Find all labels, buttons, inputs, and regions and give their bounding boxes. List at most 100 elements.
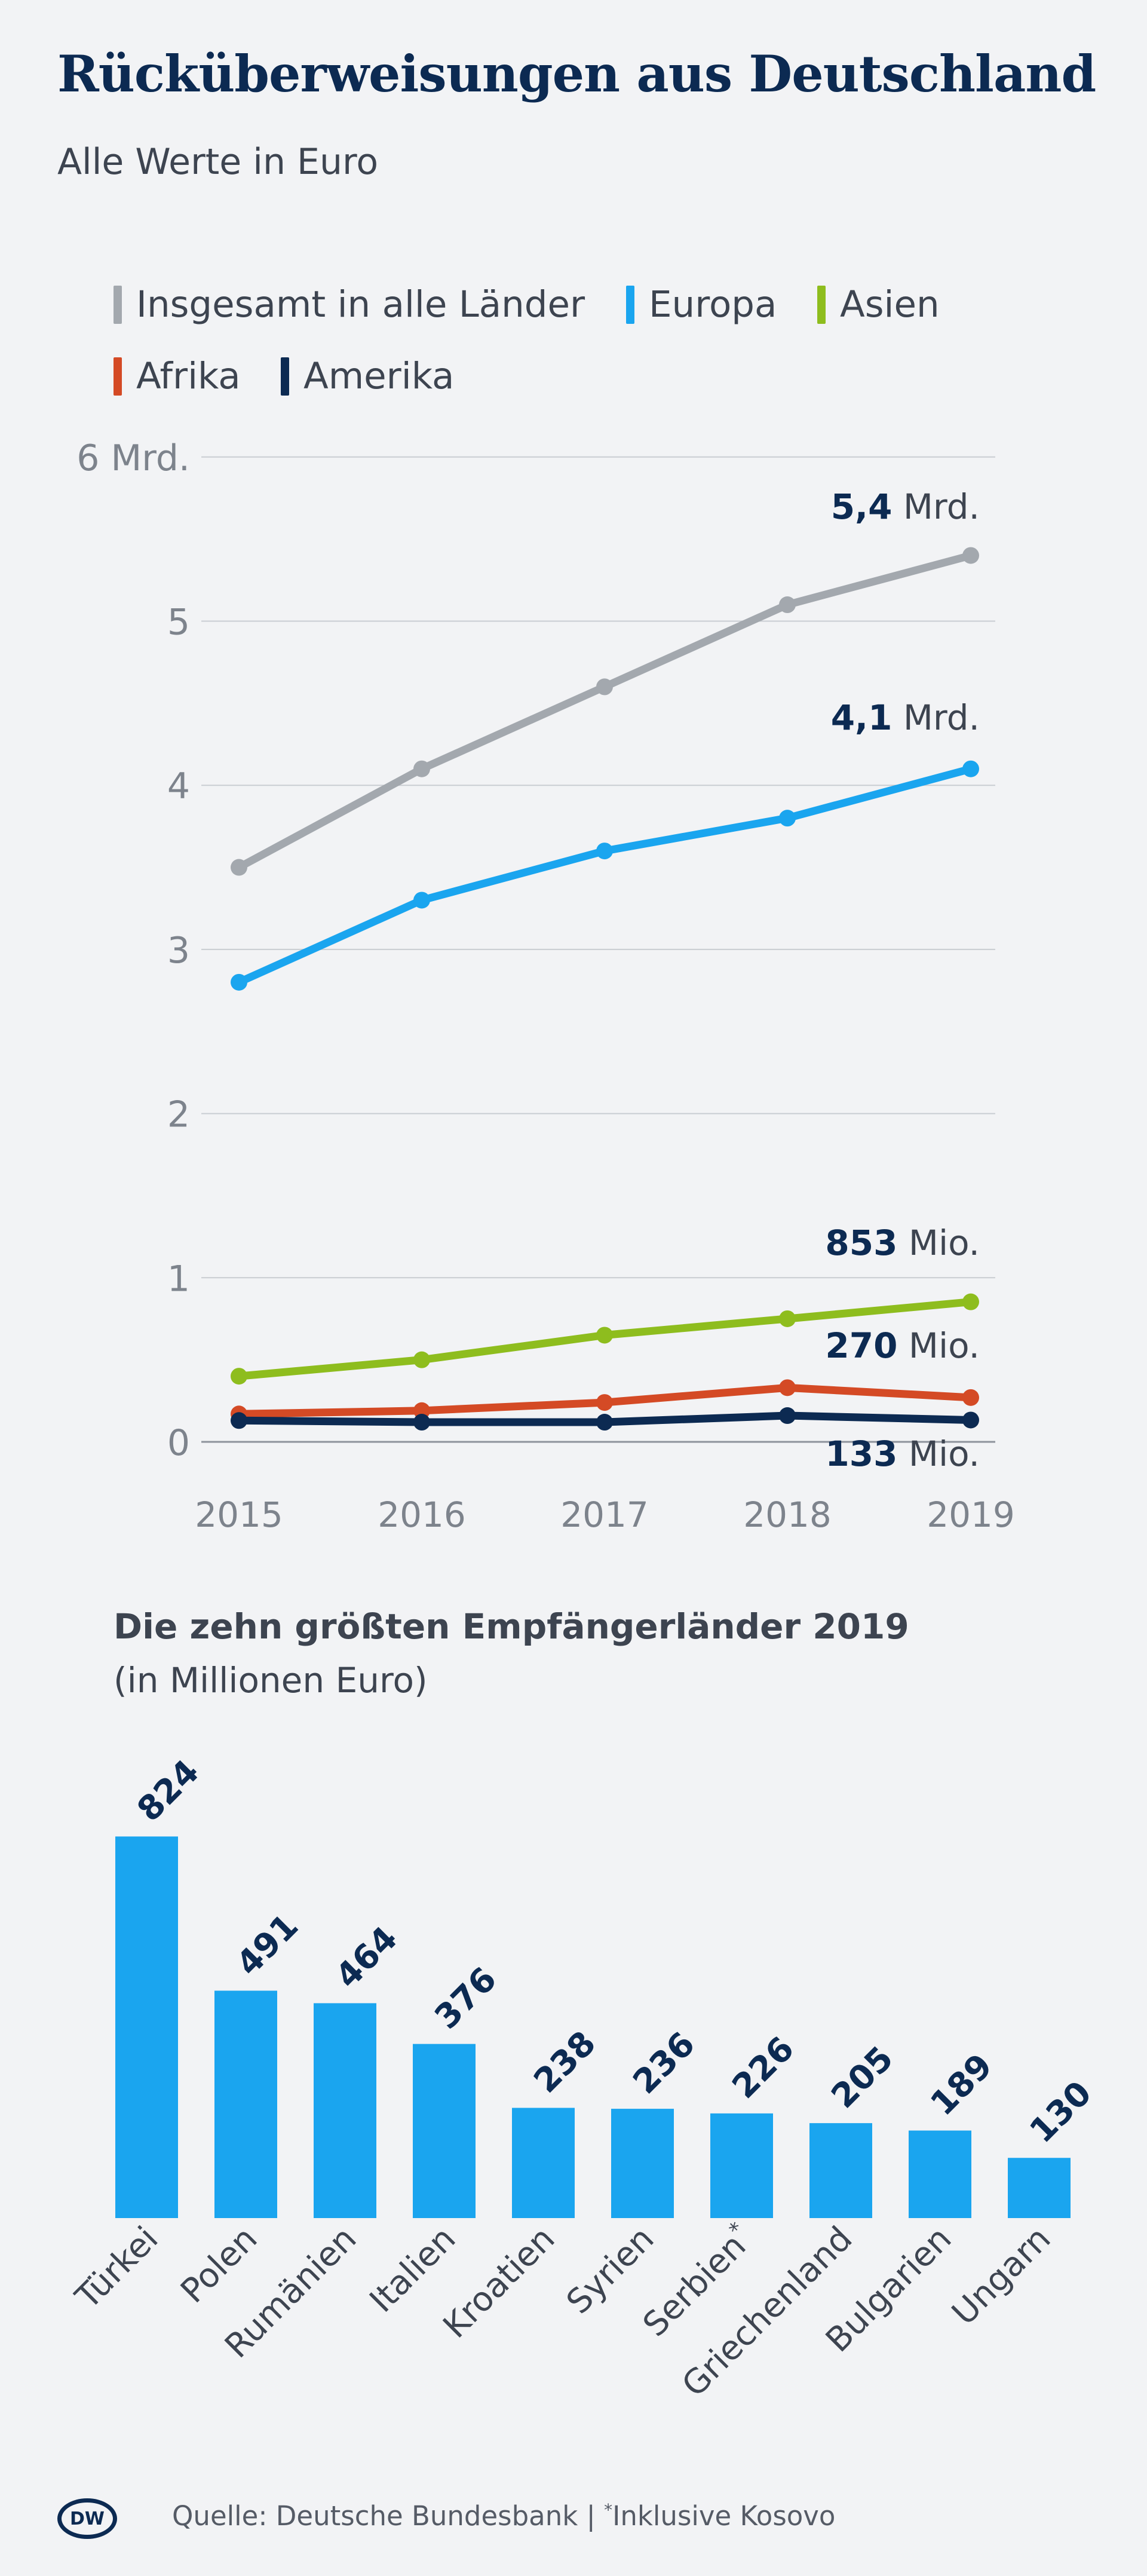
end-value-label: 853 Mio. xyxy=(825,1223,980,1263)
data-point xyxy=(596,843,613,860)
y-tick-label: 2 xyxy=(167,1094,190,1136)
bar-value-label: 491 xyxy=(229,1907,306,1984)
bar xyxy=(611,2109,674,2218)
data-point xyxy=(962,760,979,777)
legend-item-total: Insgesamt in alle Länder xyxy=(114,283,585,326)
end-value-unit: Mrd. xyxy=(892,697,980,738)
end-value-unit: Mio. xyxy=(898,1325,980,1366)
data-point xyxy=(779,1310,796,1327)
data-point xyxy=(962,1293,979,1310)
end-value-label: 4,1 Mrd. xyxy=(831,697,980,738)
bar xyxy=(115,1836,178,2218)
x-tick-label: 2016 xyxy=(378,1494,466,1535)
bar xyxy=(710,2113,773,2218)
data-point xyxy=(231,973,247,991)
end-value-unit: Mio. xyxy=(898,1434,980,1474)
data-point xyxy=(596,678,613,696)
bar-category-label: Italien xyxy=(363,2219,464,2320)
page-subtitle: Alle Werte in Euro xyxy=(57,141,379,183)
bar-value-label: 205 xyxy=(824,2039,901,2116)
bar xyxy=(512,2108,575,2218)
end-value-unit: Mio. xyxy=(898,1223,980,1263)
page-title: Rücküberweisungen aus Deutschland xyxy=(57,44,1096,103)
end-value-number: 4,1 xyxy=(831,697,893,738)
series-0: 5,4 Mrd. xyxy=(231,486,980,876)
data-point xyxy=(231,859,247,876)
series-line xyxy=(235,765,975,987)
bar-value-label: 824 xyxy=(130,1753,207,1830)
x-tick-label: 2015 xyxy=(195,1494,283,1535)
data-point xyxy=(779,1379,796,1396)
end-value-label: 5,4 Mrd. xyxy=(831,486,980,527)
bar-value-label: 238 xyxy=(526,2024,603,2101)
bar xyxy=(1008,2158,1071,2218)
data-point xyxy=(413,1351,430,1368)
data-point xyxy=(779,596,796,614)
source-prefix: Quelle: Deutsche Bundesbank | xyxy=(172,2500,605,2532)
bar-category-label: Kroatien xyxy=(436,2219,563,2346)
data-point xyxy=(779,1407,796,1425)
data-point xyxy=(596,1394,613,1411)
legend-label: Asien xyxy=(840,283,940,326)
bar-group-0: 824 Türkei xyxy=(68,1753,207,2317)
bar-value-label: 236 xyxy=(625,2024,703,2102)
data-point xyxy=(413,760,430,777)
legend-item-europe: Europa xyxy=(626,283,777,326)
data-point xyxy=(962,1411,979,1429)
end-value-unit: Mrd. xyxy=(892,486,980,527)
data-point xyxy=(413,1402,430,1419)
y-tick-label: 5 xyxy=(167,602,190,644)
data-point xyxy=(231,1368,247,1385)
x-tick-label: 2017 xyxy=(560,1494,649,1535)
y-tick-label: 3 xyxy=(167,930,190,972)
end-value-label: 270 Mio. xyxy=(825,1325,980,1366)
bar-value-label: 376 xyxy=(427,1960,504,2037)
legend-item-asia: Asien xyxy=(817,283,940,326)
legend-label: Afrika xyxy=(136,355,241,397)
category-footnote-mark: * xyxy=(725,2217,749,2241)
legend-item-africa: Afrika xyxy=(114,355,241,397)
legend-swatch xyxy=(114,357,122,396)
series-2: 853 Mio. xyxy=(231,1223,980,1385)
bar-category-label: Türkei xyxy=(68,2219,166,2317)
series-4: 133 Mio. xyxy=(231,1407,980,1474)
legend-label: Insgesamt in alle Länder xyxy=(136,283,585,326)
data-point xyxy=(596,1414,613,1431)
bar-group-1: 491 Polen xyxy=(173,1907,306,2311)
bar-chart-subtitle: (in Millionen Euro) xyxy=(114,1660,428,1701)
y-tick-label: 4 xyxy=(167,765,190,807)
data-point xyxy=(962,1389,979,1406)
source-text: Inklusive Kosovo xyxy=(612,2500,836,2532)
dw-logo: DW xyxy=(57,2498,117,2539)
end-value-number: 270 xyxy=(825,1325,897,1366)
source-mark: * xyxy=(604,2500,613,2520)
bar-group-7: 205 Griechenland xyxy=(674,2039,901,2405)
end-value-label: 133 Mio. xyxy=(825,1434,980,1474)
bar-category-label: Polen xyxy=(173,2219,265,2311)
logo-text: DW xyxy=(70,2508,105,2529)
data-point xyxy=(231,1412,247,1429)
legend-swatch xyxy=(817,285,826,324)
legend-item-america: Amerika xyxy=(281,355,454,397)
bar-value-label: 464 xyxy=(328,1919,405,1996)
bar-value-label: 130 xyxy=(1022,2074,1099,2151)
bar xyxy=(413,2044,476,2218)
bar-value-label: 189 xyxy=(923,2047,1000,2124)
end-value-number: 5,4 xyxy=(831,486,893,527)
legend-swatch xyxy=(114,285,122,324)
bar-group-3: 376 Italien xyxy=(363,1960,505,2320)
bar-value-label: 226 xyxy=(725,2029,802,2106)
bar-category-label: Griechenland xyxy=(674,2219,860,2405)
y-tick-label: 1 xyxy=(167,1258,190,1300)
bar xyxy=(809,2123,872,2218)
bar xyxy=(909,2130,971,2218)
source-note: Quelle: Deutsche Bundesbank | *Inklusive… xyxy=(172,2500,835,2532)
series-1: 4,1 Mrd. xyxy=(231,697,980,991)
legend-swatch xyxy=(626,285,634,324)
data-point xyxy=(779,810,796,827)
bar-chart-title: Die zehn größten Empfängerländer 2019 xyxy=(114,1606,909,1647)
series-3: 270 Mio. xyxy=(231,1325,980,1423)
y-tick-label: 0 xyxy=(167,1422,190,1464)
legend-label: Amerika xyxy=(303,355,455,397)
